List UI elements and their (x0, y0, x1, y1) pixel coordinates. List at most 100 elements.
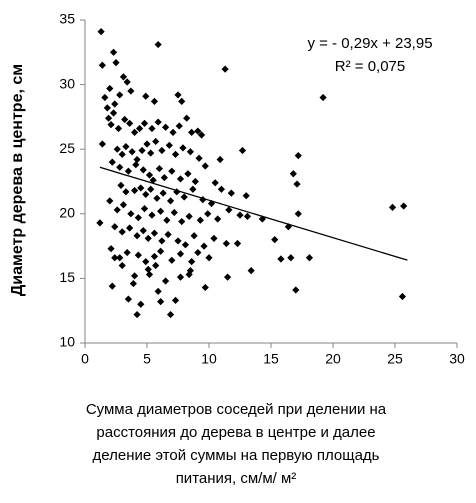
point (153, 194, 161, 202)
point (131, 186, 139, 195)
point (111, 223, 119, 231)
point (227, 189, 235, 197)
point (287, 254, 295, 262)
y-tick-label: 30 (59, 75, 75, 91)
point (176, 273, 185, 281)
x-tick-label: 20 (325, 351, 341, 367)
point (142, 190, 150, 199)
point (166, 197, 175, 205)
point (284, 223, 292, 231)
point (178, 97, 186, 105)
point (188, 128, 196, 137)
point (176, 250, 185, 258)
point (176, 175, 185, 183)
point (145, 171, 154, 179)
point (201, 283, 209, 292)
point (116, 91, 124, 99)
point (148, 211, 156, 219)
point (124, 295, 132, 303)
point (137, 184, 145, 192)
point (162, 123, 170, 131)
point (134, 251, 142, 259)
point (155, 164, 163, 173)
point (175, 122, 183, 130)
point (170, 208, 178, 217)
point (271, 236, 279, 244)
point (165, 141, 173, 149)
point (134, 214, 142, 222)
x-tick-label: 25 (387, 351, 403, 367)
point (103, 104, 111, 112)
point (194, 248, 202, 257)
point (133, 155, 141, 164)
point (185, 212, 193, 220)
point (118, 261, 126, 270)
point (119, 201, 128, 209)
point (137, 300, 145, 308)
point (107, 245, 115, 253)
point (277, 255, 285, 263)
point (98, 140, 106, 148)
point (181, 241, 190, 249)
y-axis-title: Диаметр дерева в центре, см (9, 64, 26, 296)
point (109, 48, 118, 56)
point (112, 59, 120, 67)
point (174, 237, 182, 245)
point (106, 84, 114, 93)
point (183, 114, 191, 122)
point (211, 179, 219, 187)
point (164, 230, 172, 239)
point (107, 121, 115, 129)
point (221, 65, 229, 73)
point (101, 93, 109, 102)
point (157, 298, 165, 306)
point (189, 185, 197, 193)
point (191, 177, 199, 186)
point (200, 242, 208, 250)
point (160, 174, 168, 182)
point (150, 252, 159, 261)
point (104, 114, 113, 122)
point (294, 152, 302, 160)
point (205, 254, 213, 262)
equation: y = - 0,29x + 23,95 (307, 35, 432, 52)
point (158, 146, 166, 155)
point (113, 206, 121, 214)
point (143, 140, 151, 148)
point (97, 28, 105, 36)
point (117, 181, 125, 189)
point (139, 226, 147, 235)
point (106, 197, 114, 205)
point (169, 128, 177, 137)
point (180, 193, 188, 201)
point (319, 93, 327, 102)
point (118, 150, 126, 158)
y-tick-label: 10 (59, 334, 75, 350)
r-squared: R² = 0,075 (335, 58, 405, 75)
point (398, 292, 407, 301)
point (108, 282, 116, 290)
point (186, 267, 194, 275)
point (174, 91, 182, 99)
point (168, 256, 176, 264)
point (194, 127, 202, 135)
point (214, 215, 222, 223)
point (159, 189, 167, 197)
point (140, 205, 149, 213)
x-tick-label: 30 (449, 351, 465, 367)
point (166, 310, 175, 319)
point (195, 154, 203, 162)
point (196, 216, 204, 224)
point (171, 296, 180, 304)
point (305, 254, 314, 262)
point (216, 155, 224, 164)
point (222, 239, 230, 248)
point (162, 277, 170, 285)
point (123, 78, 131, 86)
point (197, 131, 206, 139)
point (109, 109, 118, 117)
point (111, 100, 119, 108)
point (204, 210, 212, 218)
point (122, 188, 130, 196)
